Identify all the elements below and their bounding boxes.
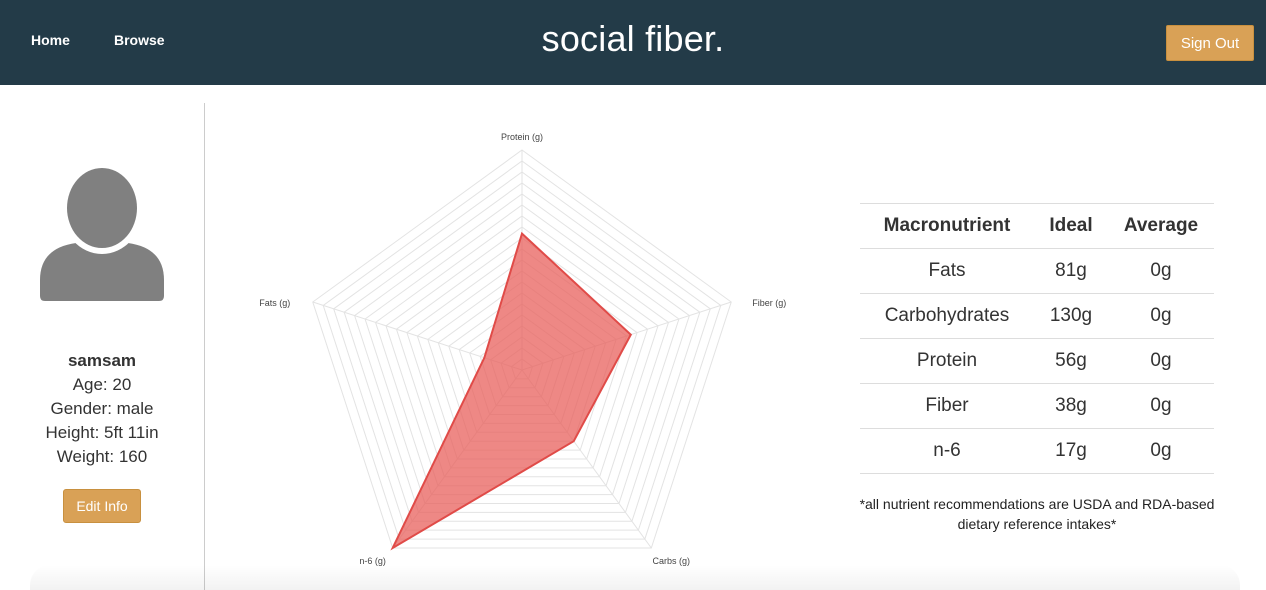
nutrient-radar-chart: Protein (g) Fiber (g) Carbs (g) n-6 (g) Fats… [259,132,786,566]
header-macronutrient: Macronutrient [860,203,1034,249]
profile-height: Height: 5ft 11in [45,423,159,442]
radar-axis-label: Carbs (g) [653,556,691,566]
cell-ideal: 130g [1034,293,1108,339]
radar-axis-label: Fats (g) [259,298,290,308]
profile-age: Age: 20 [72,375,132,394]
radar-axis-label: Protein (g) [501,132,543,142]
cell-average: 0g [1108,428,1214,474]
edit-info-button[interactable]: Edit Info [63,489,141,523]
vertical-divider [204,103,205,590]
profile-username: samsam [67,351,137,370]
footnote-line-2: dietary reference intakes* [957,516,1117,532]
sign-out-button[interactable]: Sign Out [1166,25,1254,61]
cell-ideal: 17g [1034,428,1108,474]
cell-nutrient: n-6 [860,428,1034,474]
radar-grid-ring [395,237,649,478]
cell-nutrient: Fiber [860,383,1034,429]
radar-grid-ring [343,182,701,522]
profile-gender: Gender: male [50,399,154,418]
avatar-icon [38,162,166,306]
table-row: n-6 17g 0g [860,428,1214,474]
table-row: Carbohydrates 130g 0g [860,293,1214,339]
radar-grid-ring [312,149,732,549]
table-header-row: Macronutrient Ideal Average [860,203,1214,249]
radar-series-area [390,231,633,551]
cell-nutrient: Protein [860,338,1034,384]
cell-average: 0g [1108,248,1214,294]
cell-average: 0g [1108,338,1214,384]
cell-average: 0g [1108,383,1214,429]
cell-ideal: 56g [1034,338,1108,384]
cell-nutrient: Carbohydrates [860,293,1034,339]
radar-axis-label: n-6 (g) [359,556,386,566]
radar-axis-label: Fiber (g) [752,298,786,308]
cell-average: 0g [1108,293,1214,339]
radar-grid-ring [322,160,722,540]
radar-grid-ring [354,193,690,513]
table-row: Fats 81g 0g [860,248,1214,294]
brand-title: social fiber. [541,18,725,59]
bottom-shadow [30,565,1240,590]
macronutrient-table: Macronutrient Ideal Average Fats 81g 0g … [860,203,1214,474]
radar-grid-ring [364,204,680,504]
header-ideal: Ideal [1034,203,1108,249]
footnote-line-1: *all nutrient recommendations are USDA a… [859,496,1215,512]
table-row: Protein 56g 0g [860,338,1214,384]
cell-ideal: 38g [1034,383,1108,429]
profile-weight: Weight: 160 [56,447,148,466]
nav-browse-link[interactable]: Browse [114,32,165,48]
radar-grid-ring [333,171,711,531]
radar-grid-ring [374,215,670,496]
footnote: *all nutrient recommendations are USDA a… [850,494,1224,534]
cell-ideal: 81g [1034,248,1108,294]
top-navbar: Home Browse social fiber. Sign Out [0,0,1266,85]
cell-nutrient: Fats [860,248,1034,294]
nav-home-link[interactable]: Home [31,32,70,48]
radar-grid-ring [385,226,659,487]
table-row: Fiber 38g 0g [860,383,1214,429]
header-average: Average [1108,203,1214,249]
